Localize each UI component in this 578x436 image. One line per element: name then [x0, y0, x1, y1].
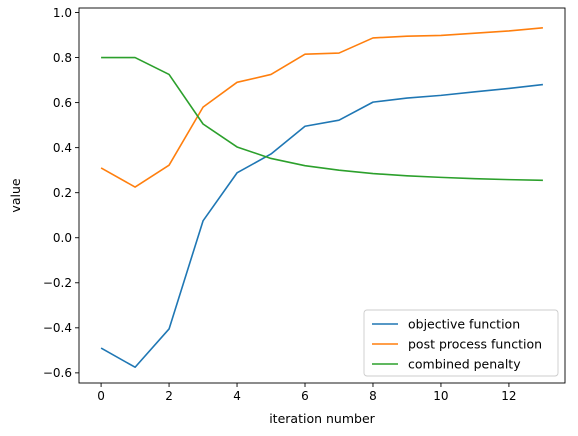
- legend: objective function post process function c…: [363, 309, 559, 377]
- y-axis-ticks: −0.6 −0.4 −0.2 0.0 0.2 0.4 0.6 0.8 1.0: [43, 6, 79, 380]
- x-tick-label: 2: [165, 389, 173, 403]
- y-tick-label: 0.8: [53, 51, 72, 65]
- x-tick-label: 12: [501, 389, 516, 403]
- x-axis-title: iteration number: [269, 411, 375, 426]
- y-tick-label: −0.4: [43, 321, 72, 335]
- y-tick-label: 1.0: [53, 6, 72, 20]
- legend-label-1: post process function: [408, 337, 542, 352]
- y-tick-label: 0.4: [53, 141, 72, 155]
- legend-label-2: combined penalty: [408, 357, 521, 372]
- legend-label-0: objective function: [408, 317, 520, 332]
- plot-frame: [78, 7, 566, 384]
- x-tick-label: 0: [97, 389, 105, 403]
- y-tick-label: 0.6: [53, 96, 72, 110]
- y-tick-label: 0.0: [53, 231, 72, 245]
- x-tick-label: 10: [433, 389, 448, 403]
- y-tick-label: 0.2: [53, 186, 72, 200]
- y-axis-title: value: [8, 178, 23, 212]
- legend-box: [363, 309, 559, 377]
- x-axis-ticks: 0 2 4 6 8 10 12: [97, 383, 517, 403]
- series-line-1: [100, 27, 543, 188]
- x-tick-label: 8: [369, 389, 377, 403]
- x-tick-label: 4: [233, 389, 241, 403]
- y-tick-label: −0.2: [43, 276, 72, 290]
- series-line-0: [100, 83, 543, 369]
- y-tick-label: −0.6: [43, 366, 72, 380]
- series-layer: [100, 27, 543, 369]
- x-tick-label: 6: [301, 389, 309, 403]
- series-line-2: [101, 56, 543, 182]
